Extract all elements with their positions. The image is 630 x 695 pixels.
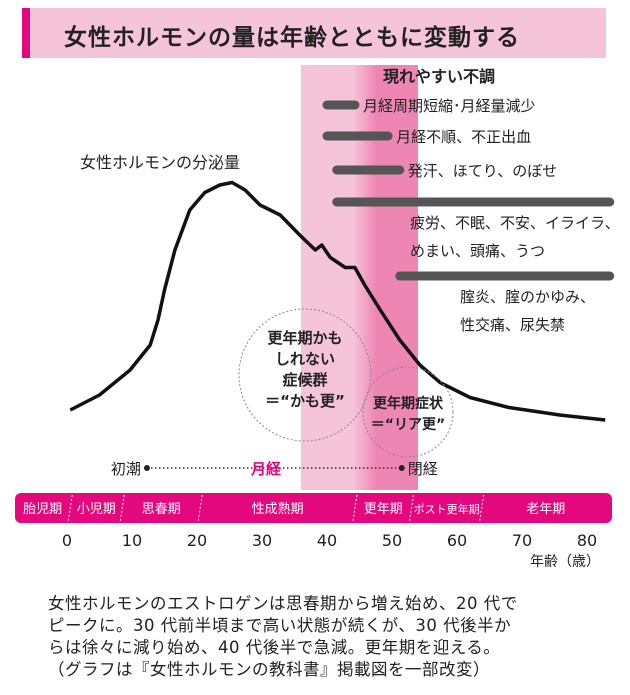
circle-label: ＝“リア更” <box>371 417 445 433</box>
menstruation-label: 月経 <box>250 460 282 478</box>
x-axis-label: 年齢（歳） <box>530 554 600 570</box>
caption-line: （グラフは『女性ホルモンの教科書』掲載図を一部改変） <box>48 660 490 679</box>
stage-divider <box>352 494 358 522</box>
menarche-dot <box>143 465 150 471</box>
stage-label: 老年期 <box>526 502 565 517</box>
x-tick-label: 80 <box>577 531 597 550</box>
circle-label: ＝“かも更” <box>265 392 345 410</box>
x-tick-label: 70 <box>512 531 532 550</box>
x-tick-label: 20 <box>187 531 207 550</box>
syndrome-circle <box>362 366 454 458</box>
symptom-label: めまい、頭痛、うつ <box>410 242 545 260</box>
symptoms-title: 現れやすい不調 <box>383 67 495 86</box>
stage-divider <box>119 494 125 522</box>
menopause-label: 閉経 <box>408 460 438 478</box>
stage-label: 更年期 <box>364 502 403 517</box>
x-tick-label: 40 <box>317 531 337 550</box>
hormone-chart: 現れやすい不調月経周期短縮･月経量減少月経不順、不正出血発汗、ほてり、のぼせ疲労… <box>15 65 620 570</box>
syndrome-circle <box>238 308 372 442</box>
stage-divider <box>479 494 485 522</box>
stage-label: 性成熟期 <box>252 501 304 517</box>
symptom-label: 月経不順、不正出血 <box>396 128 531 146</box>
chart-title: 女性ホルモンの分泌量 <box>80 153 240 172</box>
symptom-label: 腟炎、腟のかゆみ、 <box>460 288 595 306</box>
circle-label: しれない <box>275 350 335 368</box>
stage-label: 胎児期 <box>23 502 62 517</box>
title-accent-bar <box>22 8 30 58</box>
stage-label: 小児期 <box>77 502 116 517</box>
x-tick-label: 60 <box>447 531 467 550</box>
symptom-label: 発汗、ほてり、のぼせ <box>408 162 557 180</box>
stage-divider <box>409 494 414 522</box>
x-tick-label: 30 <box>252 531 272 550</box>
circle-label: 更年期症状 <box>373 395 444 412</box>
symptom-label: 疲労、不眠、不安、イライラ、 <box>410 214 620 232</box>
circle-label: 更年期かも <box>267 329 342 347</box>
life-stage-bar <box>15 493 612 523</box>
stage-label: ポスト更年期 <box>414 502 480 516</box>
x-tick-label: 10 <box>122 531 142 550</box>
caption-line: ピークに。30 代前半頃まで高い状態が続くが、30 代後半か <box>48 616 512 635</box>
x-tick-label: 0 <box>62 531 72 550</box>
symptom-label: 性交痛、尿失禁 <box>460 316 565 334</box>
symptom-label: 月経周期短縮･月経量減少 <box>363 97 536 115</box>
hormone-curve <box>69 180 606 422</box>
title-background <box>22 8 606 58</box>
page-title: 女性ホルモンの量は年齢とともに変動する <box>64 25 520 51</box>
caption-line: 女性ホルモンのエストロゲンは思春期から増え始め、20 代で <box>48 594 518 613</box>
stage-label: 思春期 <box>142 502 181 517</box>
stage-divider <box>67 494 73 522</box>
stage-divider <box>197 494 203 522</box>
circle-label: 症候群 <box>282 371 327 389</box>
x-tick-label: 50 <box>382 531 402 550</box>
menarche-label: 初潮 <box>111 460 141 478</box>
caption-line: らは徐々に減り始め、40 代後半で急減。更年期を迎える。 <box>48 638 501 657</box>
menopause-dot <box>398 465 405 471</box>
